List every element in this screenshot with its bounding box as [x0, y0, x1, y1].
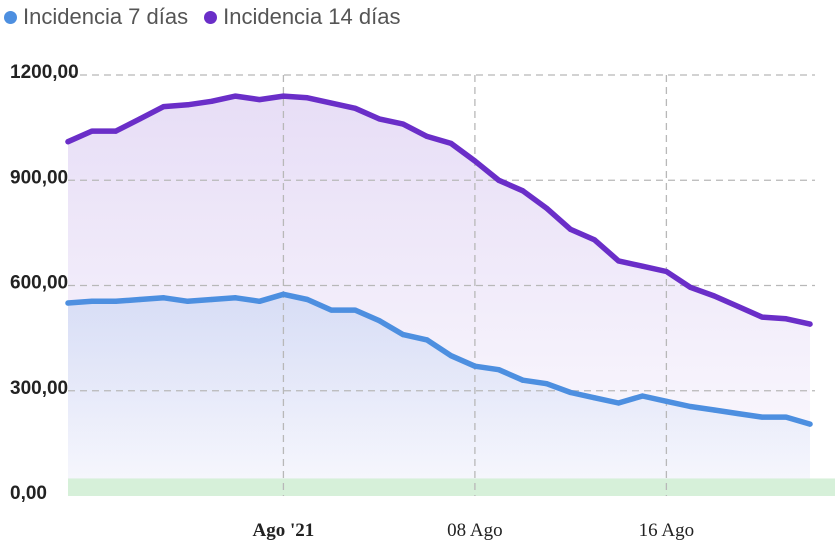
data-point [232, 93, 239, 99]
data-point [424, 337, 430, 343]
data-point [376, 116, 382, 122]
x-tick-label: 16 Ago [639, 520, 694, 541]
data-point [568, 226, 574, 232]
data-point [663, 398, 669, 404]
data-point [65, 300, 71, 306]
data-point [400, 332, 406, 338]
data-point [89, 298, 95, 304]
data-point [280, 93, 287, 99]
data-point [807, 421, 813, 427]
data-point [352, 105, 358, 111]
data-point [591, 237, 598, 243]
data-point [759, 314, 765, 320]
data-point [376, 317, 382, 324]
data-point [711, 407, 717, 413]
data-point [783, 414, 789, 420]
data-point [400, 121, 406, 127]
data-point [328, 307, 334, 313]
y-tick-label: 0,00 [10, 483, 47, 504]
data-point [304, 95, 310, 101]
data-point [759, 414, 765, 420]
data-point [209, 98, 215, 104]
legend-marker-14-dias [204, 10, 218, 24]
data-point [256, 298, 263, 304]
y-tick-label: 1200,00 [10, 62, 79, 83]
threshold-band [68, 478, 835, 496]
data-point [209, 296, 215, 303]
data-point [496, 367, 502, 373]
data-point [615, 400, 622, 406]
data-point [232, 295, 239, 301]
data-point [544, 205, 550, 211]
data-point [89, 128, 95, 134]
data-point [735, 303, 741, 310]
data-point [544, 381, 550, 387]
data-point [735, 410, 741, 417]
data-point [113, 298, 119, 304]
x-tick-label: Ago '21 [253, 520, 315, 541]
data-point [304, 296, 310, 303]
data-point [185, 102, 191, 108]
data-point [520, 377, 526, 383]
data-point [639, 393, 646, 399]
data-point [615, 258, 622, 264]
data-point [424, 133, 430, 139]
data-point [161, 295, 167, 301]
legend-item-7-dias[interactable]: Incidencia 7 días [4, 4, 188, 30]
data-point [783, 316, 789, 322]
data-point [328, 100, 334, 106]
data-point [591, 395, 598, 401]
data-point [448, 140, 454, 147]
data-point [137, 296, 143, 303]
data-point [496, 177, 502, 183]
data-point [472, 158, 478, 164]
data-point [113, 128, 119, 134]
legend-label-7-dias: Incidencia 7 días [23, 4, 189, 29]
data-point [472, 363, 478, 369]
data-point [807, 321, 813, 327]
data-point [568, 389, 574, 396]
data-point [161, 103, 167, 110]
data-point [280, 291, 287, 297]
data-point [687, 403, 693, 410]
data-point [663, 268, 669, 275]
y-tick-label: 600,00 [10, 273, 68, 294]
legend-marker-7-dias [4, 10, 17, 24]
data-point [687, 284, 693, 290]
legend-label-14-dias: Incidencia 14 días [223, 4, 401, 29]
x-tick-label: 08 Ago [447, 520, 502, 541]
data-point [185, 298, 191, 304]
data-point [520, 188, 526, 194]
data-point [711, 293, 717, 299]
data-point [639, 263, 646, 269]
legend-item-14-dias[interactable]: Incidencia 14 días [204, 4, 400, 30]
data-point [448, 353, 454, 359]
data-point [352, 307, 358, 313]
data-point [137, 116, 143, 122]
chart-legend: Incidencia 7 días Incidencia 14 días [4, 4, 400, 30]
data-point [256, 96, 263, 103]
y-tick-label: 900,00 [10, 167, 68, 188]
area-fill-1 [68, 294, 810, 496]
data-point [65, 139, 71, 145]
y-tick-label: 300,00 [10, 378, 68, 399]
series-line-0 [65, 93, 813, 327]
series-line-1 [65, 291, 813, 427]
